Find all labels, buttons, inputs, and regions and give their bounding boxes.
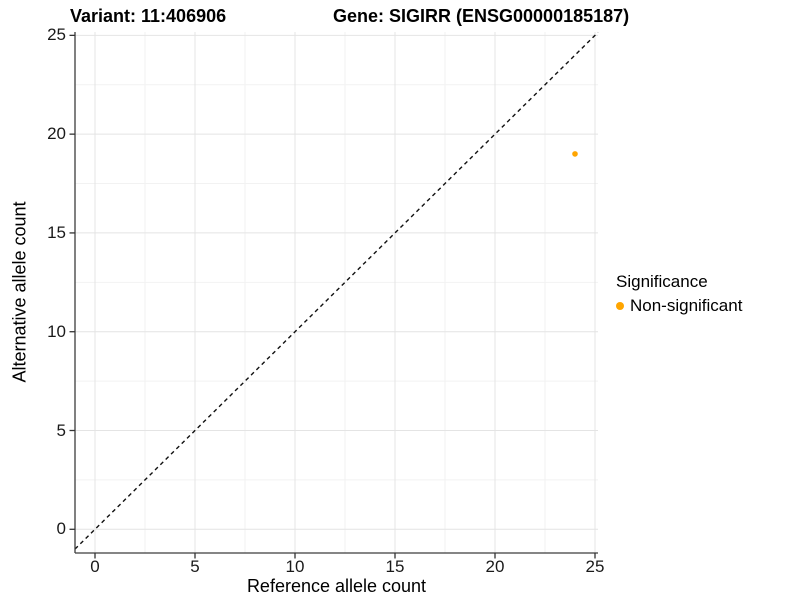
- x-axis-title: Reference allele count: [246, 576, 427, 596]
- plot-title-variant: Variant: 11:406906: [70, 6, 227, 26]
- legend: Significance Non-significant: [616, 272, 742, 316]
- y-tick-label: 15: [47, 222, 66, 242]
- major-gridlines: [75, 32, 598, 553]
- identity-reference-line: [74, 31, 599, 550]
- x-tick-label: 25: [585, 557, 605, 576]
- legend-entry: Non-significant: [616, 296, 742, 316]
- y-axis-title: Alternative allele count: [9, 201, 30, 383]
- x-tick-label: 15: [385, 557, 405, 576]
- plot-title-gene: Gene: SIGIRR (ENSG00000185187): [333, 6, 630, 26]
- minor-gridlines: [75, 32, 598, 553]
- legend-title: Significance: [616, 272, 708, 291]
- axis-lines: [74, 32, 598, 554]
- legend-entry-label: Non-significant: [630, 296, 743, 315]
- legend-point-icon: [616, 302, 624, 310]
- x-tick-label: 10: [285, 557, 305, 576]
- y-tick-label: 5: [56, 420, 66, 440]
- y-tick-label: 0: [56, 519, 66, 539]
- data-points: [572, 151, 578, 157]
- x-tick-label: 5: [190, 557, 200, 576]
- axis-tick-marks: [69, 34, 596, 559]
- x-tick-label: 20: [485, 557, 505, 576]
- x-tick-label: 0: [90, 557, 100, 576]
- y-tick-label: 20: [47, 124, 66, 144]
- y-tick-label: 25: [47, 25, 66, 45]
- y-tick-label: 10: [47, 321, 66, 341]
